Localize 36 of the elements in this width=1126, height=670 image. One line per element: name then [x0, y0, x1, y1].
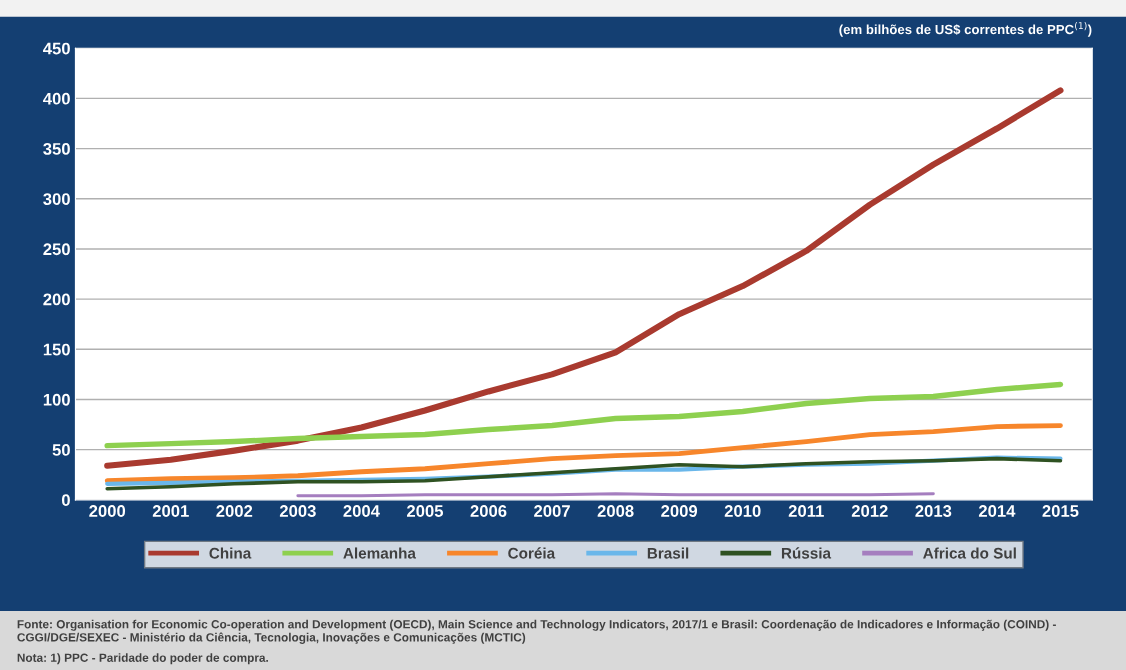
y-tick-label: 350: [43, 142, 70, 155]
legend-label: Africa do Sul: [923, 547, 1016, 559]
legend-label: Brasil: [647, 547, 689, 559]
x-tick-label: 2004: [343, 505, 380, 517]
x-tick-label: 2015: [1042, 505, 1079, 517]
source-note: Fonte: Organisation for Economic Co-operation and Development (OECD), Main Science and Technology Indicators, 2017/1 e Brasil: Coordenação de Indicadores e Informação (COIND) - CGGI/DGE/SEXEC - Ministério da Ciência, Tecnologia, Inovações e Comunicações (MCTIC): [17, 619, 1056, 644]
y-tick-label: 100: [43, 393, 70, 406]
legend-label: Rússia: [781, 547, 832, 559]
y-tick-label: 250: [43, 243, 70, 256]
x-tick-label: 2009: [661, 505, 698, 517]
y-tick-label: 200: [43, 293, 70, 306]
x-tick-label: 2013: [915, 505, 952, 517]
x-tick-label: 2012: [851, 505, 888, 517]
y-tick-label: 50: [52, 444, 70, 456]
x-tick-label: 2003: [279, 505, 316, 517]
chart-subtitle: (em bilhões de US$ correntes de PPC$^{(1)}$): [839, 21, 1092, 37]
x-tick-label: 2014: [978, 505, 1016, 517]
x-tick-label: 2005: [407, 505, 444, 517]
x-tick-label: 2011: [788, 505, 824, 517]
x-tick-label: 2000: [89, 505, 126, 517]
x-tick-label: 2010: [724, 505, 761, 517]
legend-label: China: [209, 547, 252, 559]
y-tick-label: 450: [43, 42, 70, 55]
y-tick-label: 150: [43, 343, 70, 356]
y-tick-label: 0: [61, 494, 70, 507]
legend-label: Coréia: [508, 547, 556, 559]
y-tick-label: 400: [43, 92, 70, 105]
x-tick-label: 2008: [597, 505, 634, 517]
x-tick-label: 2006: [470, 505, 507, 517]
legend-label: Alemanha: [343, 547, 417, 559]
x-tick-label: 2001: [152, 505, 189, 517]
x-tick-label: 2002: [216, 505, 253, 517]
text: Nota: 1) PPC - Paridade do poder de compra.: [17, 653, 268, 665]
x-tick-label: 2007: [534, 505, 570, 517]
y-tick-label: 300: [43, 193, 70, 205]
line-series: [104, 423, 1063, 484]
